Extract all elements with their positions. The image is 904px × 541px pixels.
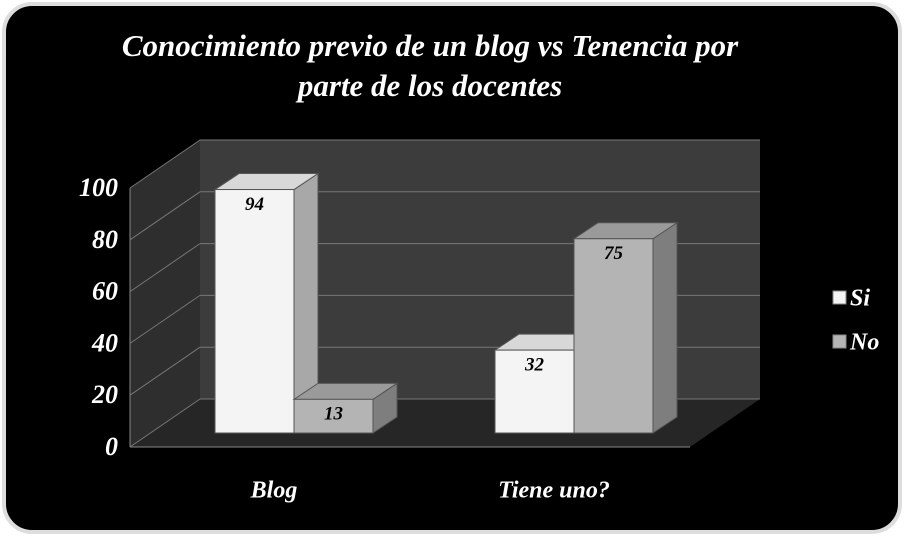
y-tick-label: 100 bbox=[79, 173, 118, 202]
bar-side bbox=[652, 221, 678, 434]
legend-label: No bbox=[849, 330, 879, 356]
legend-swatch bbox=[832, 334, 847, 349]
y-tick-label: 0 bbox=[105, 432, 118, 461]
legend-swatch bbox=[832, 290, 847, 305]
grid-line bbox=[129, 243, 201, 293]
y-tick-label: 60 bbox=[92, 277, 118, 306]
bar bbox=[573, 238, 654, 434]
value-label: 13 bbox=[324, 404, 343, 425]
y-tick-label: 20 bbox=[91, 380, 118, 409]
side-wall bbox=[130, 140, 200, 447]
y-tick-label: 40 bbox=[91, 328, 118, 357]
bar bbox=[494, 349, 575, 434]
legend-label: Si bbox=[850, 286, 870, 312]
value-label: 94 bbox=[245, 194, 264, 215]
x-tick-label: Blog bbox=[250, 478, 298, 504]
value-label: 32 bbox=[524, 354, 545, 375]
grid-line bbox=[129, 139, 201, 189]
y-tick-label: 80 bbox=[92, 225, 118, 254]
chart-title: Conocimiento previo de un blog vs Tenenc… bbox=[121, 28, 739, 103]
value-label: 75 bbox=[604, 243, 624, 264]
grid-line bbox=[129, 398, 201, 448]
bar bbox=[214, 189, 295, 434]
grid-line bbox=[129, 191, 201, 241]
grid-line bbox=[129, 294, 201, 344]
grid-line bbox=[129, 346, 201, 396]
bar bbox=[293, 398, 374, 434]
x-tick-label: Tiene uno? bbox=[498, 478, 610, 504]
